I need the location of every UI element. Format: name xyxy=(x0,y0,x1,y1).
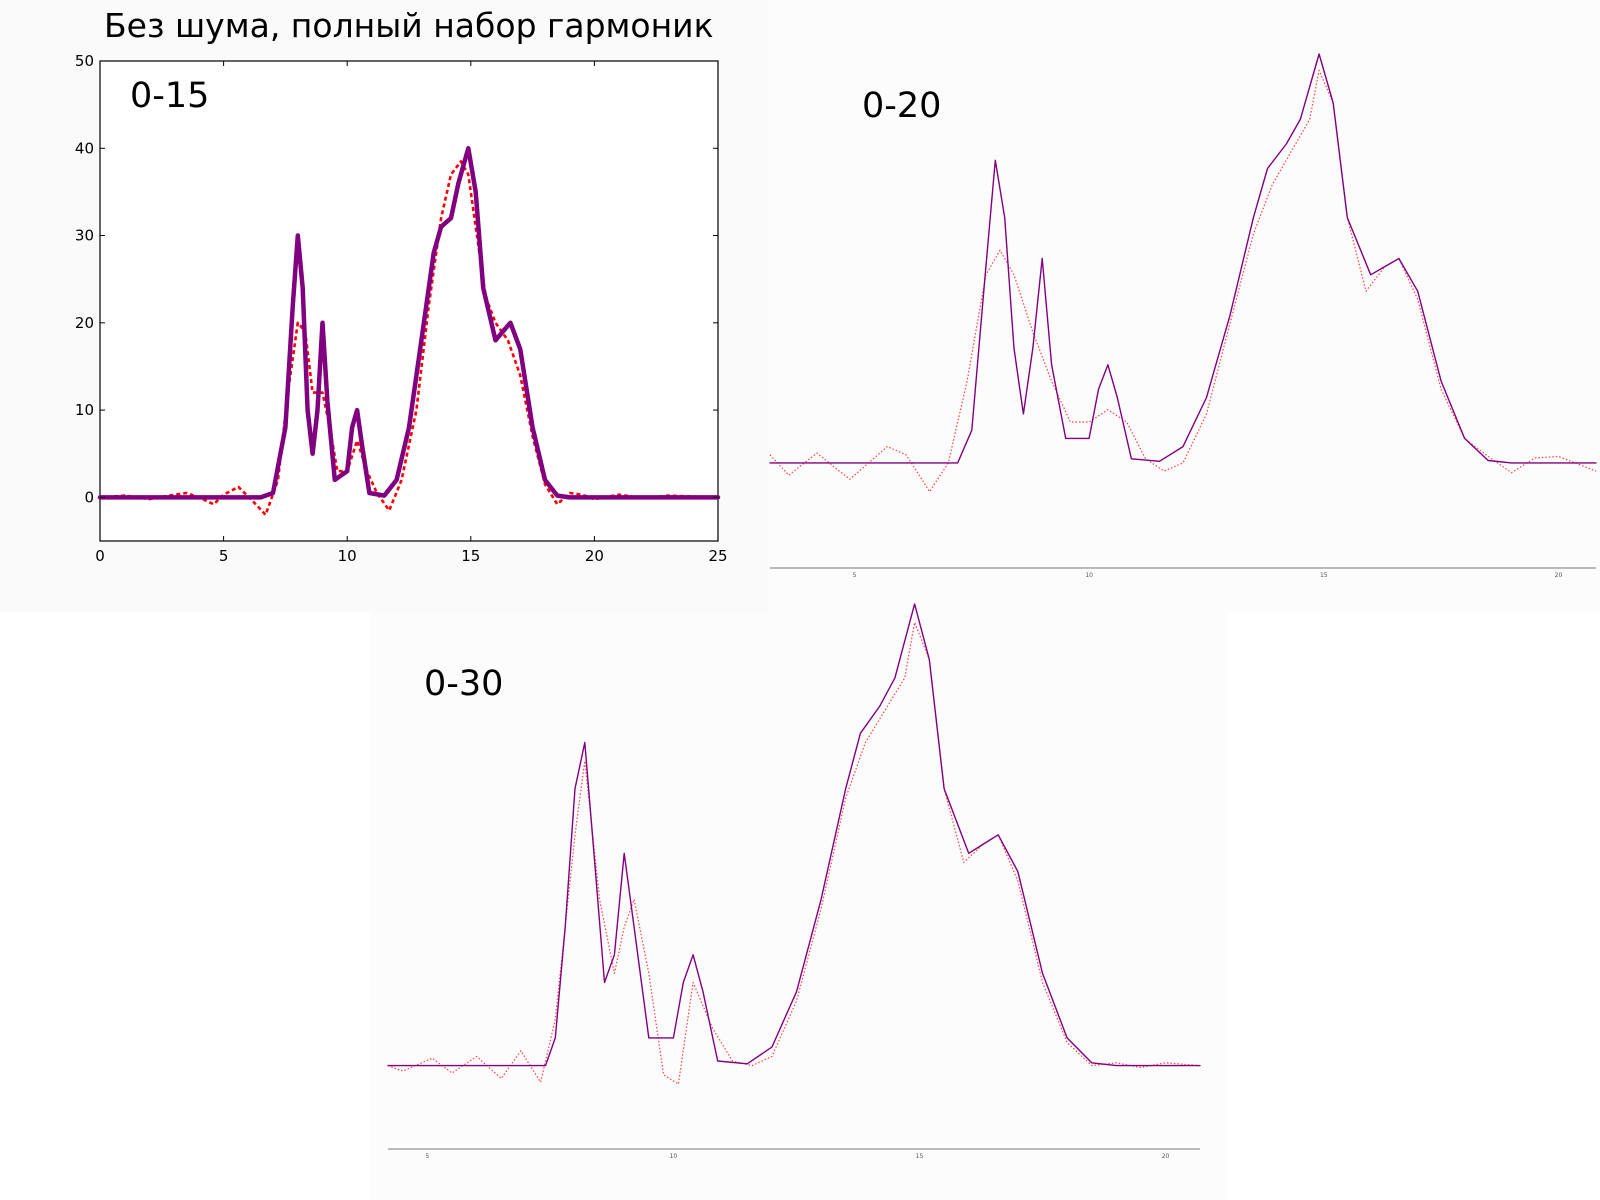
slide-title: Без шума, полный набор гармоник xyxy=(104,6,714,45)
x-tick-label-c0: 25 xyxy=(708,547,727,565)
x-tick-label-c1: 5 xyxy=(853,572,857,579)
series-reconstruction-c2 xyxy=(387,621,1201,1085)
x-tick-label-c0: 5 xyxy=(219,547,229,565)
y-tick-label-c0: 10 xyxy=(75,401,94,419)
x-tick-label-c0: 20 xyxy=(585,547,604,565)
chart-label-0-30: 0-30 xyxy=(424,664,504,704)
y-tick-label-c0: 20 xyxy=(75,314,94,332)
chart-panel-0-20-background xyxy=(768,0,1600,612)
x-tick-label-c0: 0 xyxy=(95,547,105,565)
x-tick-label-c2: 5 xyxy=(425,1153,429,1160)
x-tick-label-c1: 10 xyxy=(1085,572,1093,579)
plot-frame-c0 xyxy=(99,60,719,542)
x-tick-label-c1: 20 xyxy=(1555,572,1563,579)
series-reconstruction-c0 xyxy=(99,160,719,517)
x-tick-label-c2: 10 xyxy=(670,1153,678,1160)
x-tick-label-c1: 15 xyxy=(1320,572,1328,579)
chart-label-0-20: 0-20 xyxy=(862,86,942,126)
series-original-c1 xyxy=(769,53,1597,464)
x-tick-label-c2: 20 xyxy=(1162,1153,1170,1160)
y-tick-label-c0: 40 xyxy=(75,139,94,157)
y-tick-label-c0: 50 xyxy=(75,52,94,70)
x-tick-label-c2: 15 xyxy=(916,1153,924,1160)
y-tick-label-c0: 30 xyxy=(75,227,94,245)
x-tick-label-c0: 10 xyxy=(338,547,357,565)
series-original-c0 xyxy=(97,146,721,500)
x-tick-label-c0: 15 xyxy=(461,547,480,565)
chart-label-0-15: 0-15 xyxy=(130,76,210,116)
y-tick-label-c0: 0 xyxy=(84,488,94,506)
series-original-c2 xyxy=(387,603,1201,1067)
chart-panel-0-30-background xyxy=(370,612,1226,1200)
series-reconstruction-c1 xyxy=(769,69,1597,493)
